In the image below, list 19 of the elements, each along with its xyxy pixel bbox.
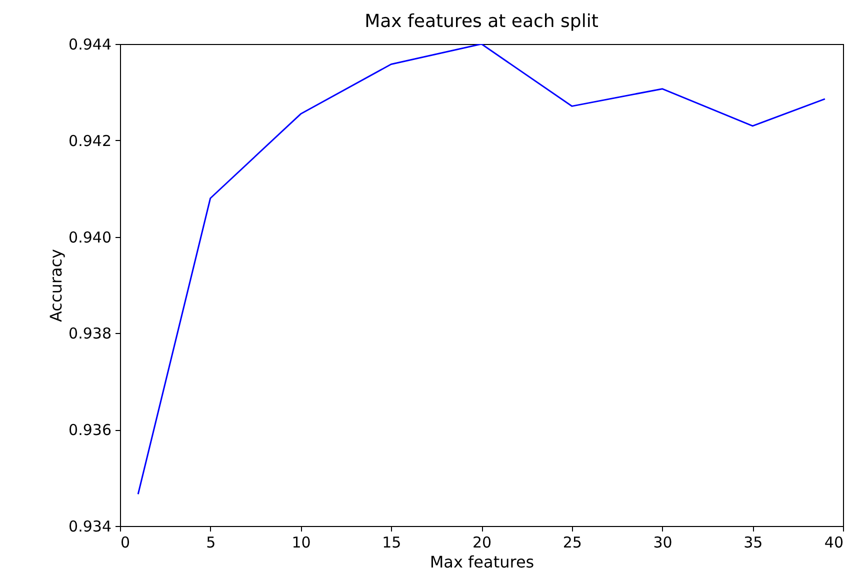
x-tick-label: 35 (744, 534, 763, 552)
y-tick-label: 0.940 (68, 228, 112, 246)
chart-title: Max features at each split (364, 11, 598, 32)
x-axis-title: Max features (430, 552, 534, 572)
line-series (137, 44, 826, 495)
y-axis-title: Accuracy (46, 248, 66, 322)
x-tick-label: 25 (562, 534, 582, 552)
x-tick-label: 20 (472, 534, 492, 552)
y-tick-label: 0.942 (68, 132, 112, 150)
x-tick-label: 0 (120, 534, 130, 552)
x-tick-label: 15 (382, 534, 402, 552)
y-tick-label: 0.936 (68, 421, 112, 440)
x-tick-label: 30 (653, 534, 672, 552)
x-tick-label: 5 (206, 534, 216, 552)
y-tick-label: 0.934 (68, 518, 112, 536)
y-tick-label: 0.938 (68, 324, 112, 343)
x-tick-label: 40 (824, 534, 844, 552)
y-tick-label: 0.944 (68, 36, 112, 54)
x-tick-label: 10 (292, 534, 311, 552)
